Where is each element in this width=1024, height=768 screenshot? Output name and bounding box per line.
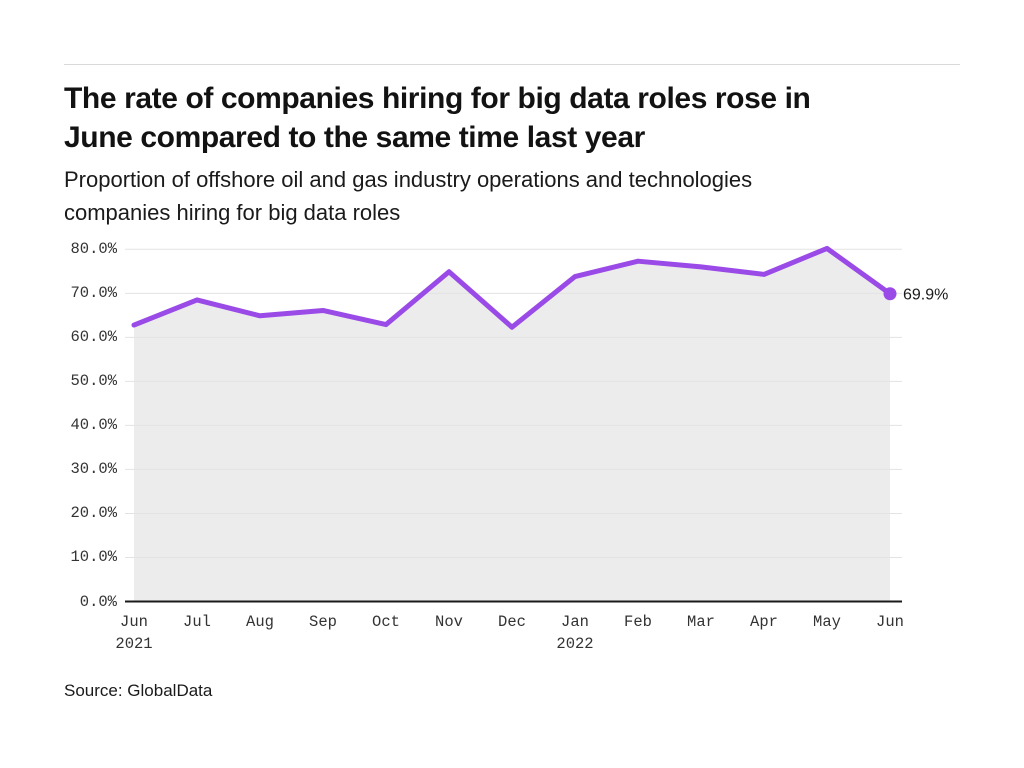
x-tick-label: Jun bbox=[876, 613, 904, 631]
x-tick-label: Jul bbox=[183, 613, 211, 631]
y-tick-label: 40.0% bbox=[70, 416, 117, 435]
x-tick-label: Mar bbox=[687, 613, 715, 631]
y-tick-label: 10.0% bbox=[70, 548, 117, 567]
y-tick-label: 20.0% bbox=[70, 504, 117, 523]
x-tick-label: Oct bbox=[372, 613, 400, 631]
x-tick-label: Aug bbox=[246, 613, 274, 631]
line-series bbox=[131, 245, 893, 330]
x-tick-label: Apr bbox=[750, 613, 778, 631]
y-tick-label: 0.0% bbox=[79, 592, 117, 611]
x-tick-label: Jun 2021 bbox=[115, 613, 153, 653]
end-value-label: 69.9% bbox=[903, 286, 948, 303]
top-divider bbox=[64, 64, 960, 65]
x-tick-label: May bbox=[813, 613, 841, 631]
y-tick-label: 50.0% bbox=[70, 372, 117, 391]
source-text: Source: GlobalData bbox=[64, 681, 213, 700]
x-tick-label: Jan 2022 bbox=[556, 613, 594, 653]
area-fill bbox=[134, 248, 890, 602]
y-tick-label: 80.0% bbox=[70, 240, 117, 259]
x-tick-label: Dec bbox=[498, 613, 526, 631]
end-point-marker bbox=[883, 287, 897, 301]
page-subtitle: Proportion of offshore oil and gas indus… bbox=[64, 167, 753, 225]
x-tick-label: Sep bbox=[309, 613, 337, 631]
x-tick-label: Feb bbox=[624, 613, 652, 631]
y-tick-label: 70.0% bbox=[70, 284, 117, 303]
x-tick-label: Nov bbox=[435, 613, 463, 631]
y-tick-label: 60.0% bbox=[70, 328, 117, 347]
y-tick-label: 30.0% bbox=[70, 460, 117, 479]
page-title: The rate of companies hiring for big dat… bbox=[64, 82, 811, 154]
